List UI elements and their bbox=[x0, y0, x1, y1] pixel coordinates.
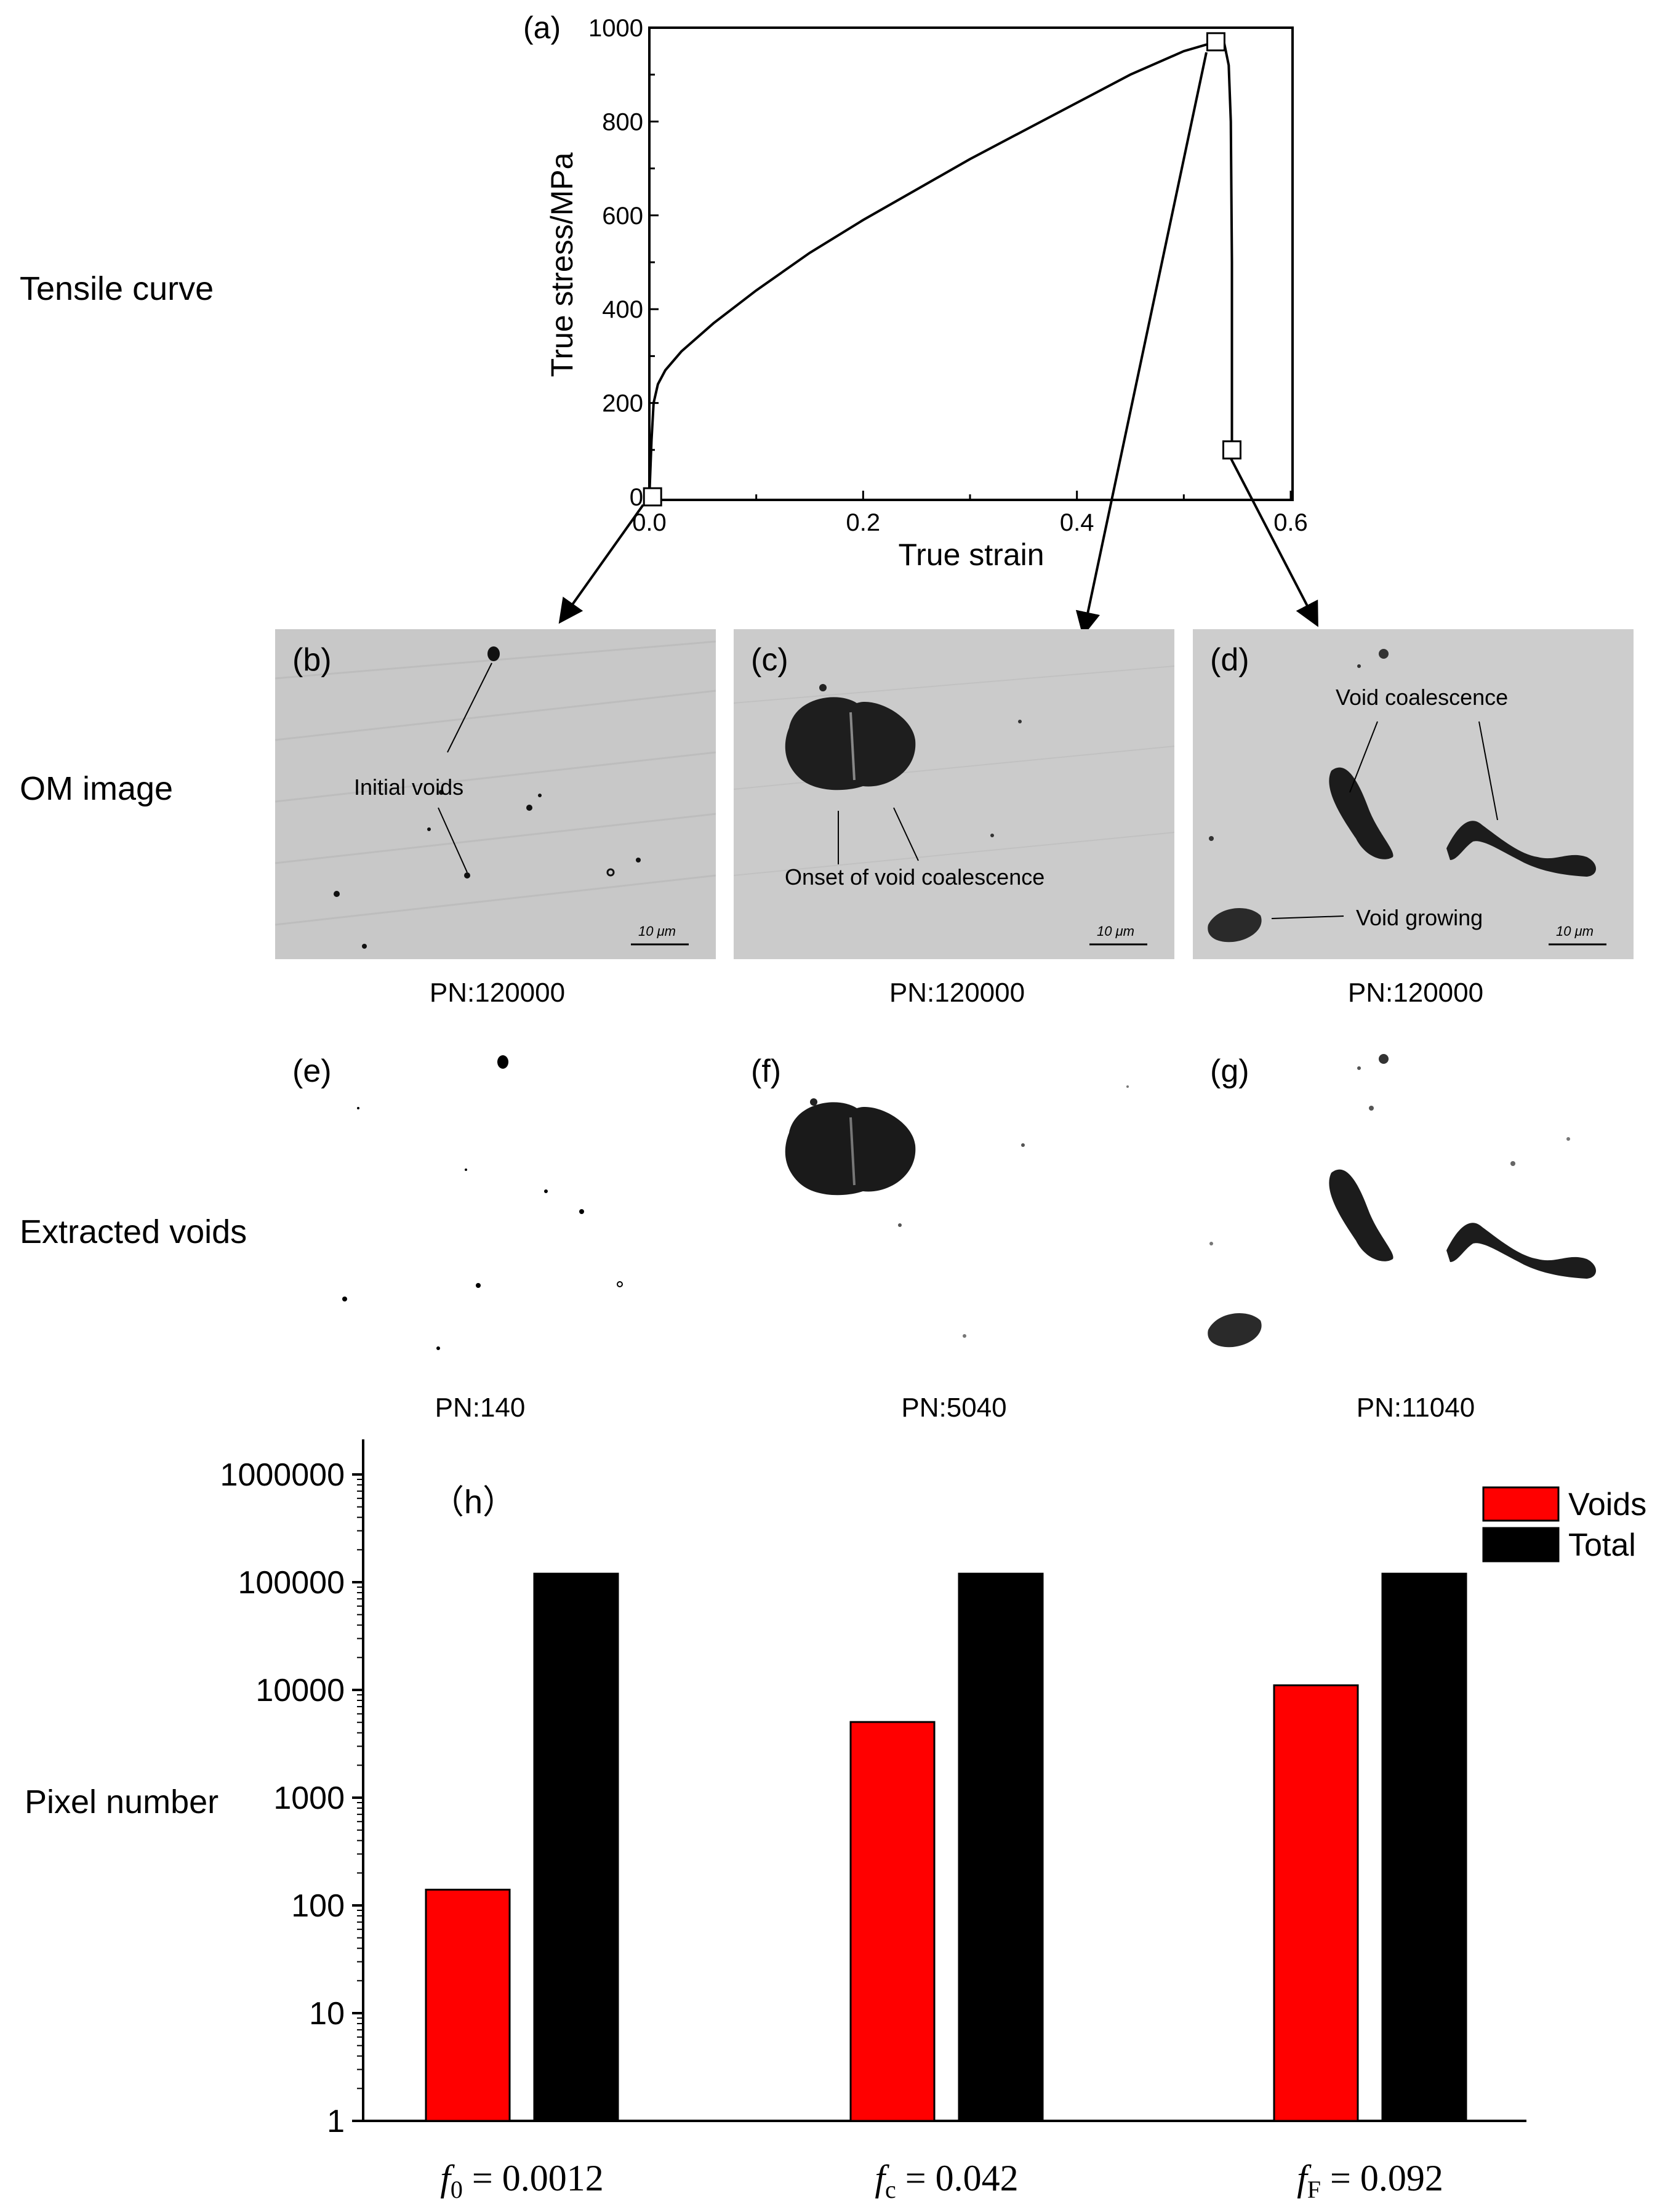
bar-voids-0 bbox=[425, 1888, 511, 2122]
tensile-x-tick-label: 0.4 bbox=[1060, 509, 1094, 536]
bar-y-tick-label: 1 bbox=[327, 2104, 345, 2139]
arrow-to-b bbox=[558, 504, 644, 624]
extracted-image-g: (g) bbox=[1193, 1040, 1634, 1373]
extracted-pn-f: PN:5040 bbox=[901, 1393, 1007, 1423]
om-image-b: (b) Initial voids 10 μm bbox=[275, 629, 716, 959]
panel-label-g: (g) bbox=[1210, 1053, 1249, 1089]
bar-series bbox=[425, 1572, 1467, 2122]
panel-label-f: (f) bbox=[751, 1053, 782, 1089]
om-pn-b: PN:120000 bbox=[429, 978, 566, 1008]
tensile-y-tick-label: 200 bbox=[602, 390, 643, 417]
bar-voids-1 bbox=[849, 1721, 936, 2122]
bar-y-axis-label: Pixel number bbox=[25, 1784, 219, 1820]
bar-total-0 bbox=[533, 1572, 619, 2122]
bar-y-tick-label: 1000000 bbox=[220, 1457, 345, 1493]
om-image-c: (c) Onset of void coalescence 10 μm bbox=[734, 629, 1174, 959]
tensile-marker bbox=[643, 487, 662, 507]
tensile-y-tick-label: 800 bbox=[602, 108, 643, 135]
tensile-x-tick-label: 0.6 bbox=[1273, 509, 1308, 536]
extracted-image-f: (f) bbox=[734, 1040, 1174, 1373]
scale-bar-label-b: 10 μm bbox=[638, 923, 676, 939]
tensile-y-axis-label: True stress/MPa bbox=[545, 152, 579, 377]
panel-label-h: （h） bbox=[431, 1484, 516, 1521]
arrow-to-d bbox=[1230, 458, 1318, 627]
extracted-pn-e: PN:140 bbox=[435, 1393, 526, 1423]
connector-arrows bbox=[558, 52, 1318, 637]
panel-label-d: (d) bbox=[1210, 642, 1249, 678]
tensile-marker bbox=[1222, 440, 1241, 460]
annotation-void-coalescence: Void coalescence bbox=[1336, 685, 1509, 710]
bar-y-tick-label: 100 bbox=[291, 1888, 345, 1924]
scale-bar-label-c: 10 μm bbox=[1097, 923, 1134, 939]
annotation-void-growing: Void growing bbox=[1356, 905, 1483, 930]
bar-y-tick-label: 1000 bbox=[273, 1780, 345, 1816]
tensile-marker bbox=[1206, 32, 1225, 52]
bar-voids-2 bbox=[1273, 1684, 1359, 2122]
bar-category-label: fF = 0.092 bbox=[1297, 2158, 1443, 2203]
legend-swatch-voids bbox=[1482, 1486, 1560, 1522]
bar-y-tick-label: 10 bbox=[309, 1996, 345, 2032]
row-label-om: OM image bbox=[20, 770, 174, 807]
tensile-x-axis-label: True strain bbox=[898, 537, 1044, 572]
panel-label-a: (a) bbox=[523, 10, 561, 45]
bar-category-label: f0 = 0.0012 bbox=[440, 2158, 604, 2203]
arrow-to-c bbox=[1075, 52, 1208, 637]
panel-label-e: (e) bbox=[292, 1053, 332, 1089]
tensile-y-tick-label: 1000 bbox=[588, 15, 643, 42]
annotation-initial-voids: Initial voids bbox=[354, 774, 464, 800]
scale-bar-label-d: 10 μm bbox=[1556, 923, 1594, 939]
bar-legend: Voids Total bbox=[1482, 1486, 1646, 1563]
legend-label-voids: Voids bbox=[1568, 1487, 1646, 1522]
extracted-image-e: (e) bbox=[275, 1040, 716, 1373]
row-label-tensile: Tensile curve bbox=[20, 270, 214, 307]
om-pn-d: PN:120000 bbox=[1347, 978, 1484, 1008]
om-pn-c: PN:120000 bbox=[889, 978, 1025, 1008]
annotation-onset-coalescence: Onset of void coalescence bbox=[785, 864, 1045, 890]
bar-axes: 1 10 100 1000 10000 100000 1000000 bbox=[220, 1439, 1526, 2139]
tensile-y-tick-label: 600 bbox=[602, 203, 643, 230]
tensile-markers bbox=[643, 32, 1241, 507]
bar-y-tick-label: 100000 bbox=[238, 1565, 345, 1601]
om-image-d: (d) Void coalescence Void growing 10 μm bbox=[1193, 629, 1634, 959]
extracted-pn-g: PN:11040 bbox=[1356, 1393, 1475, 1423]
bar-y-tick-label: 10000 bbox=[255, 1673, 345, 1708]
panel-label-b: (b) bbox=[292, 642, 332, 678]
legend-swatch-total bbox=[1482, 1527, 1560, 1562]
bar-category-labels: f0 = 0.0012 fc = 0.042 fF = 0.092 bbox=[440, 2158, 1443, 2203]
legend-label-total: Total bbox=[1568, 1527, 1636, 1563]
tensile-y-tick-label: 0 bbox=[630, 484, 643, 511]
tensile-x-tick-label: 0.2 bbox=[846, 509, 881, 536]
row-label-extracted: Extracted voids bbox=[20, 1213, 247, 1250]
tensile-y-tick-label: 400 bbox=[602, 296, 643, 323]
tensile-curve-line bbox=[648, 40, 1233, 497]
panel-label-c: (c) bbox=[751, 642, 788, 678]
bar-total-2 bbox=[1381, 1572, 1467, 2122]
bar-total-1 bbox=[958, 1572, 1044, 2122]
bar-category-label: fc = 0.042 bbox=[875, 2158, 1018, 2203]
